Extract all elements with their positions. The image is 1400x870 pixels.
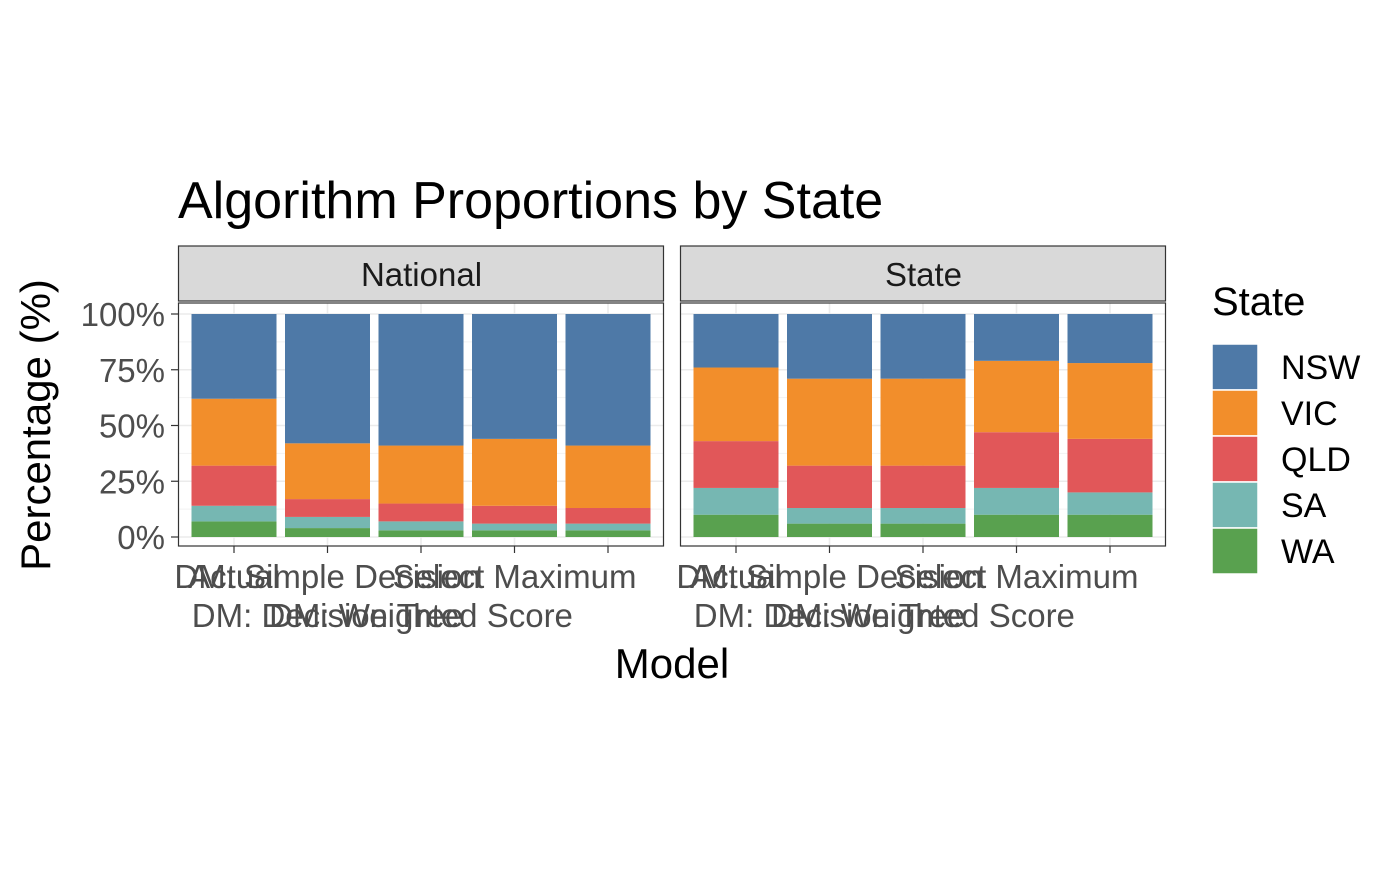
bar-segment-qld [472, 505, 557, 524]
bar-segment-nsw [378, 314, 464, 446]
legend-items: NSW VIC QLD SA WA [1211, 343, 1360, 575]
bar-segment-nsw [472, 314, 557, 439]
bar-segment-nsw [1067, 314, 1153, 364]
bar-segment-sa [472, 523, 557, 531]
bar-segment-nsw [285, 314, 370, 444]
x-tick-label: Actual [188, 558, 280, 595]
bars [693, 314, 1153, 537]
bar-segment-wa [378, 530, 464, 537]
bar-segment-vic [378, 445, 464, 504]
legend-label-vic: VIC [1281, 395, 1338, 433]
bar-segment-sa [378, 521, 464, 531]
x-tick-label: DM: Weighted Score [771, 597, 1075, 634]
x-axis-title: Model [615, 640, 729, 687]
bar-segment-vic [285, 443, 370, 500]
bar-segment-wa [285, 528, 370, 537]
bar-segment-nsw [565, 314, 651, 446]
legend-key-vic [1211, 389, 1259, 437]
bar-segment-wa [1067, 514, 1153, 537]
bar-segment-qld [974, 432, 1059, 488]
bar-segment-wa [787, 523, 872, 537]
bar-segment-qld [378, 503, 464, 522]
bar-segment-qld [285, 499, 370, 517]
y-tick-label: 0% [117, 519, 165, 556]
bar-segment-nsw [787, 314, 872, 379]
bar-segment-sa [880, 508, 966, 524]
legend-key-qld [1211, 435, 1259, 483]
x-tick-label: DM: Simple Decision [676, 558, 982, 595]
x-tick-label: DM: Decision Tree [192, 597, 463, 634]
bar-segment-qld [191, 465, 277, 506]
bar-segment-nsw [974, 314, 1059, 361]
legend-label-sa: SA [1281, 487, 1327, 525]
y-tick-label: 75% [99, 352, 165, 389]
bar-segment-sa [285, 516, 370, 529]
y-axis-title: Percentage (%) [12, 279, 59, 571]
legend-label-qld: QLD [1281, 441, 1351, 479]
bar-segment-wa [974, 514, 1059, 537]
legend-key-nsw [1211, 343, 1259, 391]
bar-segment-qld [1067, 438, 1153, 493]
facet-strip [177, 245, 665, 302]
facet-strip [679, 245, 1167, 302]
bar-segment-vic [693, 367, 779, 442]
bar-segment-vic [565, 445, 651, 509]
bar-segment-nsw [191, 314, 277, 399]
legend: State NSW VIC QLD SA WA [1211, 280, 1360, 575]
bar-segment-vic [880, 378, 966, 466]
bar-segment-wa [191, 521, 277, 537]
bar-segment-qld [565, 508, 651, 524]
x-tick-label: DM: Decision Tree [694, 597, 965, 634]
bar-segment-vic [191, 398, 277, 466]
bar-segment-sa [787, 508, 872, 524]
bar-segment-qld [787, 465, 872, 509]
bar-segment-vic [1067, 363, 1153, 439]
bar-segment-wa [880, 523, 966, 537]
bar-segment-sa [1067, 492, 1153, 515]
bar-segment-sa [974, 487, 1059, 515]
legend-label-nsw: NSW [1281, 349, 1360, 387]
bar-segment-qld [693, 441, 779, 488]
legend-key-sa [1211, 481, 1259, 529]
bar-segment-wa [472, 530, 557, 537]
x-tick-label: Select Maximum [393, 558, 637, 595]
chart-title: Algorithm Proportions by State [178, 172, 883, 230]
legend-label-wa: WA [1281, 533, 1335, 571]
x-tick-label: Actual [690, 558, 782, 595]
bar-segment-vic [974, 360, 1059, 433]
facet-strip-label: National [361, 256, 482, 293]
bar-segment-wa [565, 530, 651, 537]
bars [191, 314, 651, 537]
bar-segment-qld [880, 465, 966, 509]
bar-segment-sa [693, 487, 779, 515]
facet-strip-label: State [885, 256, 962, 293]
legend-title: State [1212, 280, 1305, 324]
x-tick-label: Select Maximum [895, 558, 1139, 595]
legend-key-wa [1211, 527, 1259, 575]
bar-segment-sa [565, 523, 651, 531]
y-tick-label: 25% [99, 463, 165, 500]
bar-segment-vic [472, 438, 557, 506]
bar-segment-nsw [880, 314, 966, 379]
x-tick-label: DM: Weighted Score [269, 597, 573, 634]
y-tick-label: 50% [99, 408, 165, 445]
bar-segment-nsw [693, 314, 779, 368]
bar-segment-vic [787, 378, 872, 466]
y-tick-label: 100% [81, 296, 165, 333]
x-tick-label: DM: Simple Decision [174, 558, 480, 595]
bar-segment-sa [191, 505, 277, 522]
bar-segment-wa [693, 514, 779, 537]
